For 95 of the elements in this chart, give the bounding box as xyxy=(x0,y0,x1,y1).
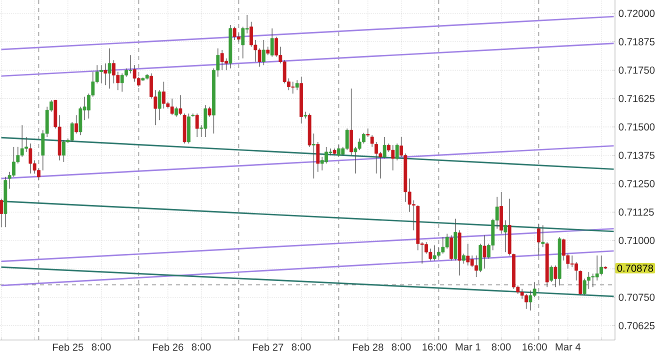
candlestick xyxy=(104,63,108,86)
candlestick xyxy=(208,106,212,118)
x-tick-label: 8:00 xyxy=(192,343,211,351)
candlestick xyxy=(120,73,124,92)
candlestick xyxy=(578,270,582,296)
candlestick xyxy=(466,243,470,266)
y-tick-label: 0.72000 xyxy=(618,10,655,17)
candlestick xyxy=(158,90,162,120)
candlestick xyxy=(470,255,474,268)
candlestick xyxy=(562,238,566,261)
candlestick xyxy=(428,248,432,261)
candlestick xyxy=(345,128,349,150)
y-tick-label: 0.71125 xyxy=(618,208,654,216)
candlestick xyxy=(432,244,436,261)
candlestick xyxy=(570,255,574,268)
x-tick-label: 8:00 xyxy=(392,343,411,351)
candlestick xyxy=(337,144,340,158)
candlestick xyxy=(382,136,386,159)
candlestick xyxy=(108,48,112,89)
x-tick-label: 16:00 xyxy=(522,343,547,351)
candlestick xyxy=(582,278,586,296)
candlestick xyxy=(374,142,378,174)
candlestick xyxy=(437,246,440,258)
candlestick xyxy=(366,128,370,138)
y-tick-label: 0.71250 xyxy=(618,180,655,188)
candlestick xyxy=(445,233,449,250)
candlestick xyxy=(74,114,78,134)
candlestick xyxy=(554,265,558,288)
candlestick xyxy=(70,122,74,142)
candlestick xyxy=(370,134,374,148)
x-tick-label: Mar 4 xyxy=(556,343,581,350)
y-tick-label: 0.71375 xyxy=(618,152,655,159)
candlestick xyxy=(441,236,445,254)
candlestick xyxy=(474,255,478,278)
candlestick xyxy=(524,294,528,310)
x-tick-label: Feb 27 xyxy=(252,343,284,351)
y-tick-label: 0.71750 xyxy=(618,66,655,74)
candlestick xyxy=(520,288,524,300)
candlestick xyxy=(312,133,316,179)
candlestick xyxy=(528,290,532,311)
candlestick xyxy=(482,234,486,270)
candlestick xyxy=(100,64,103,84)
candlestick xyxy=(220,50,224,71)
candlestick xyxy=(358,138,362,150)
x-tick-label: 8:00 xyxy=(292,343,311,351)
candlestick xyxy=(304,111,308,119)
candlestick xyxy=(316,142,320,172)
candlestick xyxy=(550,265,553,282)
y-tick-label: 0.71500 xyxy=(618,123,655,131)
candlestick xyxy=(195,113,199,138)
candlestick xyxy=(174,106,178,118)
candlestick xyxy=(350,88,353,156)
candlestick xyxy=(574,262,578,281)
candlestick xyxy=(395,143,399,161)
x-tick-label: Feb 28 xyxy=(352,343,384,351)
y-tick-label: 0.71000 xyxy=(618,236,655,244)
candlestick xyxy=(78,106,82,136)
candlestick xyxy=(28,143,32,174)
candlestick xyxy=(250,21,253,48)
candlestick xyxy=(132,64,136,82)
candlestick xyxy=(450,234,453,261)
y-tick-label: 0.71625 xyxy=(618,94,655,102)
x-tick-label: 16:00 xyxy=(422,343,447,351)
candlestick xyxy=(600,255,603,276)
y-tick-label: 0.70625 xyxy=(618,322,655,330)
candlestick xyxy=(258,48,262,68)
candlestick xyxy=(232,26,236,40)
text: 0.70878 xyxy=(617,264,654,272)
candlestick xyxy=(262,40,266,66)
candlestick xyxy=(591,273,595,288)
candlestick xyxy=(270,28,274,58)
candlestick xyxy=(204,104,208,138)
candlestick xyxy=(241,26,245,59)
x-tick-label: 8:00 xyxy=(492,343,511,351)
candlestick xyxy=(391,144,395,171)
candlestick xyxy=(324,146,328,164)
candlestick xyxy=(170,98,174,116)
candlestick xyxy=(178,94,182,116)
candlestick xyxy=(295,80,299,90)
candlestick xyxy=(128,54,132,74)
candlestick xyxy=(191,113,195,118)
x-tick-label: Mar 1 xyxy=(456,343,480,350)
candlestick xyxy=(24,136,28,152)
y-tick-label: 0.70750 xyxy=(618,294,655,301)
y-tick-label: 0.71875 xyxy=(618,38,655,46)
candlestick xyxy=(291,81,295,94)
candlestick xyxy=(0,198,3,228)
candlestick xyxy=(541,224,545,248)
x-tick-label: Feb 26 xyxy=(152,343,184,351)
candlestick xyxy=(462,253,466,264)
x-tick-label: 8:00 xyxy=(92,343,111,351)
candlestick xyxy=(504,220,508,252)
x-tick-label: Feb 25 xyxy=(52,343,84,351)
candlestick xyxy=(537,223,540,256)
candlestick xyxy=(595,255,599,281)
